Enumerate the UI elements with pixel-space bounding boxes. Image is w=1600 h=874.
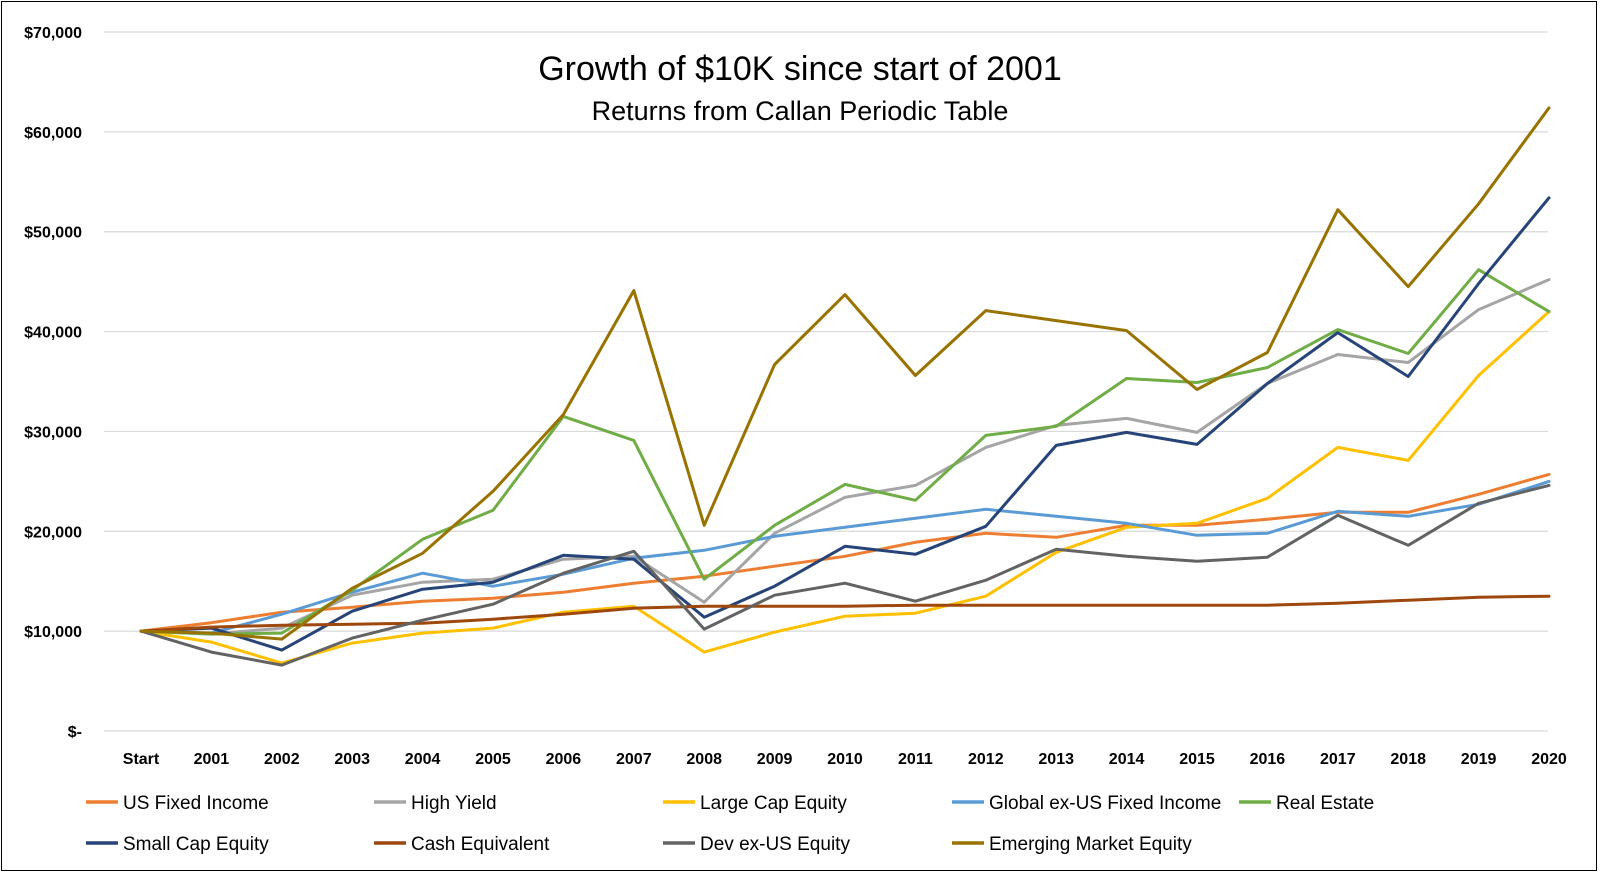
legend-label: High Yield	[411, 793, 497, 814]
x-tick-label: 2007	[616, 751, 652, 768]
series-lines	[139, 106, 1551, 667]
series-line-7	[139, 483, 1551, 667]
y-tick-label: $70,000	[24, 25, 82, 42]
series-line-8	[139, 106, 1551, 641]
x-tick-label: 2020	[1531, 751, 1567, 768]
legend-label: US Fixed Income	[123, 793, 269, 814]
legend-label: Small Cap Equity	[123, 834, 269, 855]
x-tick-label: 2003	[334, 751, 370, 768]
legend-label: Dev ex-US Equity	[700, 834, 850, 855]
x-tick-label: 2015	[1179, 751, 1215, 768]
x-tick-label: 2001	[194, 751, 230, 768]
x-tick-label: 2009	[757, 751, 793, 768]
y-tick-label: $30,000	[24, 424, 82, 441]
x-tick-label: 2013	[1038, 751, 1074, 768]
x-tick-label: 2018	[1390, 751, 1426, 768]
y-axis-labels: $- $10,000 $20,000 $30,000 $40,000 $50,000 $60…	[24, 25, 82, 741]
x-tick-label: 2011	[898, 751, 933, 768]
series-line-5	[139, 196, 1551, 652]
x-tick-label: 2019	[1461, 751, 1497, 768]
series-line-3	[139, 479, 1551, 635]
y-tick-label: $-	[68, 724, 82, 741]
x-tick-label: 2002	[264, 751, 300, 768]
x-axis-labels: Start 2001 2002 2003 2004 2005 2006 2007 2008 200…	[123, 751, 1567, 768]
y-tick-label: $10,000	[24, 624, 82, 641]
series-line-4	[139, 268, 1551, 636]
x-tick-label: 2012	[968, 751, 1004, 768]
x-tick-label: 2004	[405, 751, 441, 768]
x-tick-label: 2016	[1250, 751, 1286, 768]
legend-label: Cash Equivalent	[411, 834, 550, 855]
legend-label: Real Estate	[1276, 793, 1374, 814]
x-tick-label: 2005	[475, 751, 511, 768]
y-tick-label: $60,000	[24, 125, 82, 142]
x-tick-label: 2006	[546, 751, 582, 768]
y-tick-label: $40,000	[24, 325, 82, 342]
x-tick-label: 2008	[686, 751, 722, 768]
legend-label: Global ex-US Fixed Income	[989, 793, 1221, 814]
legend: US Fixed Income High Yield Large Cap Equit…	[86, 793, 1374, 855]
gridlines	[104, 31, 1548, 732]
series-line-1	[139, 278, 1551, 636]
x-tick-label: 2014	[1109, 751, 1145, 768]
legend-label: Emerging Market Equity	[989, 834, 1192, 855]
y-tick-label: $50,000	[24, 225, 82, 242]
x-tick-label: 2010	[827, 751, 863, 768]
legend-label: Large Cap Equity	[700, 793, 847, 814]
x-tick-label: 2017	[1320, 751, 1356, 768]
series-line-6	[139, 594, 1551, 633]
x-tick-label: Start	[123, 751, 160, 768]
chart-subtitle: Returns from Callan Periodic Table	[592, 96, 1009, 126]
series-line-2	[139, 310, 1551, 665]
chart-title: Growth of $10K since start of 2001	[538, 50, 1062, 88]
y-tick-label: $20,000	[24, 524, 82, 541]
